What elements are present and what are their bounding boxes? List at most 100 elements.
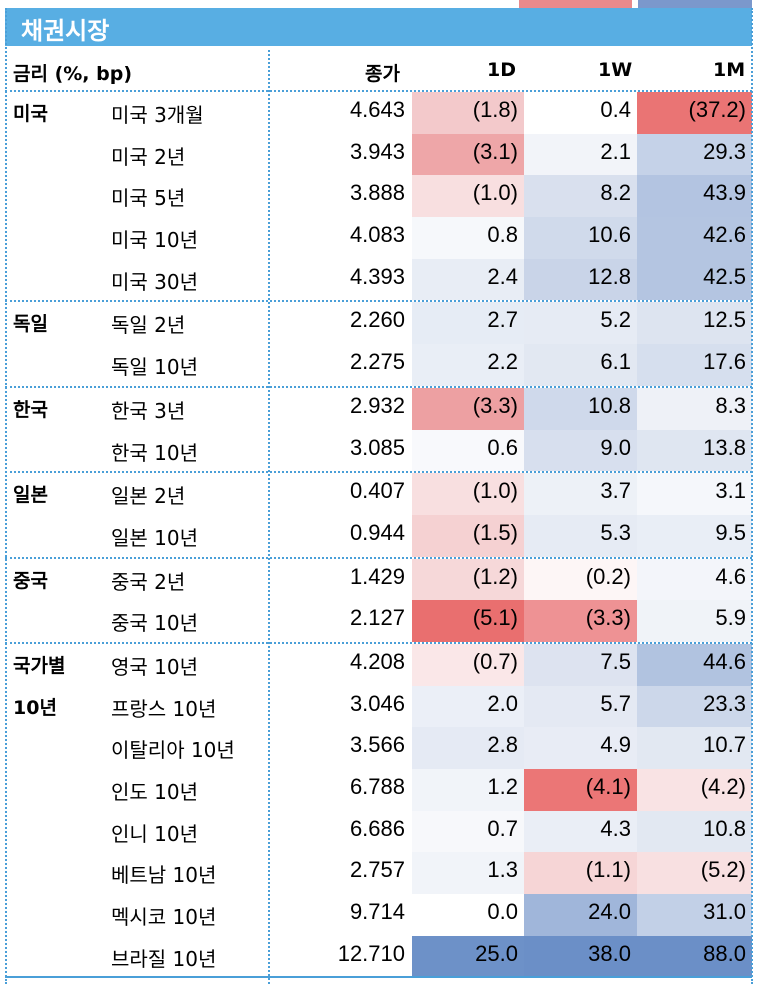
table-row: 인도 10년 6.788 1.2 (4.1) (4.2) — [5, 769, 752, 811]
change-1m: (37.2) — [637, 92, 752, 134]
change-1m: 42.5 — [637, 258, 752, 301]
bond-rate-table: 미국 미국 3개월 4.643 (1.8) 0.4 (37.2) 미국 2년 3.943 (3.… — [5, 92, 752, 978]
close-value: 6.686 — [349, 815, 405, 841]
table-row: 베트남 10년 2.757 1.3 (1.1) (5.2) — [5, 852, 752, 895]
change-1m: (4.2) — [637, 769, 752, 811]
table-row: 일본 10년 0.944 (1.5) 5.3 9.5 — [5, 514, 752, 557]
close-value: 4.393 — [349, 263, 405, 289]
change-1d: (1.0) — [412, 175, 524, 218]
column-divider — [268, 50, 270, 984]
change-1d: (1.8) — [412, 92, 524, 134]
header-1w: 1W — [598, 59, 633, 81]
instrument-name: 일본 10년 — [111, 525, 199, 550]
change-1d: 2.0 — [412, 685, 524, 728]
change-1m: 31.0 — [637, 894, 752, 936]
change-1d: (1.5) — [412, 514, 524, 557]
change-1w: 3.7 — [524, 473, 637, 515]
change-1w: 5.3 — [524, 514, 637, 557]
category-label: 국가별 — [13, 654, 66, 677]
prev-cell-1m — [638, 0, 752, 8]
change-1d: (1.2) — [412, 558, 524, 601]
header-1m: 1M — [713, 59, 746, 81]
change-1w: 8.2 — [524, 175, 637, 218]
table-row: 국가별 영국 10년 4.208 (0.7) 7.5 44.6 — [5, 643, 752, 686]
table-row: 미국 5년 3.888 (1.0) 8.2 43.9 — [5, 175, 752, 218]
category-label: 미국 — [13, 103, 48, 125]
change-1d: (3.1) — [412, 133, 524, 176]
change-1w: 2.1 — [524, 133, 637, 176]
instrument-name: 일본 2년 — [111, 484, 186, 509]
instrument-name: 인도 10년 — [111, 780, 199, 804]
header-label: 금리 (%, bp) — [13, 63, 133, 85]
instrument-name: 한국 10년 — [111, 440, 199, 465]
change-1m: 10.8 — [637, 810, 752, 853]
close-value: 4.643 — [349, 97, 405, 122]
table-row: 미국 30년 4.393 2.4 12.8 42.5 — [5, 258, 752, 301]
close-value: 9.714 — [349, 899, 405, 925]
table-row: 인니 10년 6.686 0.7 4.3 10.8 — [5, 810, 752, 853]
change-1m: 4.6 — [637, 558, 752, 601]
table-left-border — [5, 8, 7, 984]
category-label: 독일 — [13, 313, 48, 336]
instrument-name: 중국 10년 — [111, 611, 199, 636]
table-row: 독일 10년 2.275 2.2 6.1 17.6 — [5, 344, 752, 386]
change-1w: 10.6 — [524, 217, 637, 259]
instrument-name: 베트남 10년 — [111, 863, 217, 888]
category-label: 한국 — [13, 398, 48, 421]
table-header: 금리 (%, bp) 종가 1D 1W 1M — [5, 50, 752, 92]
instrument-name: 미국 30년 — [111, 269, 199, 294]
change-1d: 0.8 — [412, 217, 524, 259]
instrument-name: 영국 10년 — [111, 654, 199, 679]
change-1d: 2.4 — [412, 258, 524, 301]
close-value: 12.710 — [337, 940, 405, 966]
category-label: 10년 — [13, 696, 57, 719]
table-row: 중국 10년 2.127 (5.1) (3.3) 5.9 — [5, 600, 752, 642]
change-1m: (5.2) — [637, 852, 752, 895]
row-group: 국가별 영국 10년 4.208 (0.7) 7.5 44.6 10년 프랑스 10년 3.04… — [5, 643, 752, 978]
instrument-name: 미국 10년 — [111, 228, 199, 253]
change-1m: 44.6 — [637, 643, 752, 686]
row-group: 한국 한국 3년 2.932 (3.3) 10.8 8.3 한국 10년 3.085 0.6 9.… — [5, 387, 752, 474]
close-value: 2.757 — [349, 857, 405, 883]
change-1w: 24.0 — [524, 894, 637, 936]
change-1m: 43.9 — [637, 175, 752, 218]
change-1w: 12.8 — [524, 258, 637, 301]
close-value: 1.429 — [349, 563, 405, 589]
table-row: 브라질 10년 12.710 25.0 38.0 88.0 — [5, 935, 752, 978]
change-1d: 2.8 — [412, 727, 524, 769]
table-row: 미국 미국 3개월 4.643 (1.8) 0.4 (37.2) — [5, 92, 752, 134]
change-1m: 13.8 — [637, 429, 752, 472]
change-1w: 7.5 — [524, 643, 637, 686]
change-1d: 0.6 — [412, 429, 524, 472]
close-value: 3.943 — [349, 138, 405, 164]
category-label: 일본 — [13, 484, 48, 507]
table-row: 독일 독일 2년 2.260 2.7 5.2 12.5 — [5, 302, 752, 345]
change-1d: (3.3) — [412, 387, 524, 430]
change-1w: (3.3) — [524, 600, 637, 642]
instrument-name: 멕시코 10년 — [111, 905, 217, 930]
change-1m: 12.5 — [637, 302, 752, 345]
instrument-name: 독일 2년 — [111, 313, 186, 338]
change-1w: 0.4 — [524, 92, 637, 134]
close-value: 2.260 — [349, 307, 405, 333]
close-value: 3.888 — [349, 180, 405, 206]
instrument-name: 인니 10년 — [111, 821, 199, 846]
close-value: 0.407 — [349, 478, 405, 504]
change-1m: 8.3 — [637, 387, 752, 430]
row-group: 독일 독일 2년 2.260 2.7 5.2 12.5 독일 10년 2.275 2.2 6.1 1… — [5, 302, 752, 388]
change-1w: (0.2) — [524, 558, 637, 601]
close-value: 0.944 — [349, 519, 405, 545]
category-label: 중국 — [13, 569, 48, 592]
section-title: 채권시장 — [21, 17, 110, 45]
change-1m: 17.6 — [637, 344, 752, 386]
row-group: 미국 미국 3개월 4.643 (1.8) 0.4 (37.2) 미국 2년 3.943 (3.… — [5, 92, 752, 303]
instrument-name: 프랑스 10년 — [111, 696, 217, 721]
table-row: 한국 10년 3.085 0.6 9.0 13.8 — [5, 429, 752, 472]
instrument-name: 브라질 10년 — [111, 946, 217, 971]
change-1d: 2.2 — [412, 344, 524, 386]
instrument-name: 이탈리아 10년 — [111, 738, 235, 763]
table-row: 중국 중국 2년 1.429 (1.2) (0.2) 4.6 — [5, 558, 752, 601]
change-1d: 1.2 — [412, 769, 524, 811]
section-title-bar: 채권시장 — [5, 8, 752, 46]
change-1d: 2.7 — [412, 302, 524, 345]
